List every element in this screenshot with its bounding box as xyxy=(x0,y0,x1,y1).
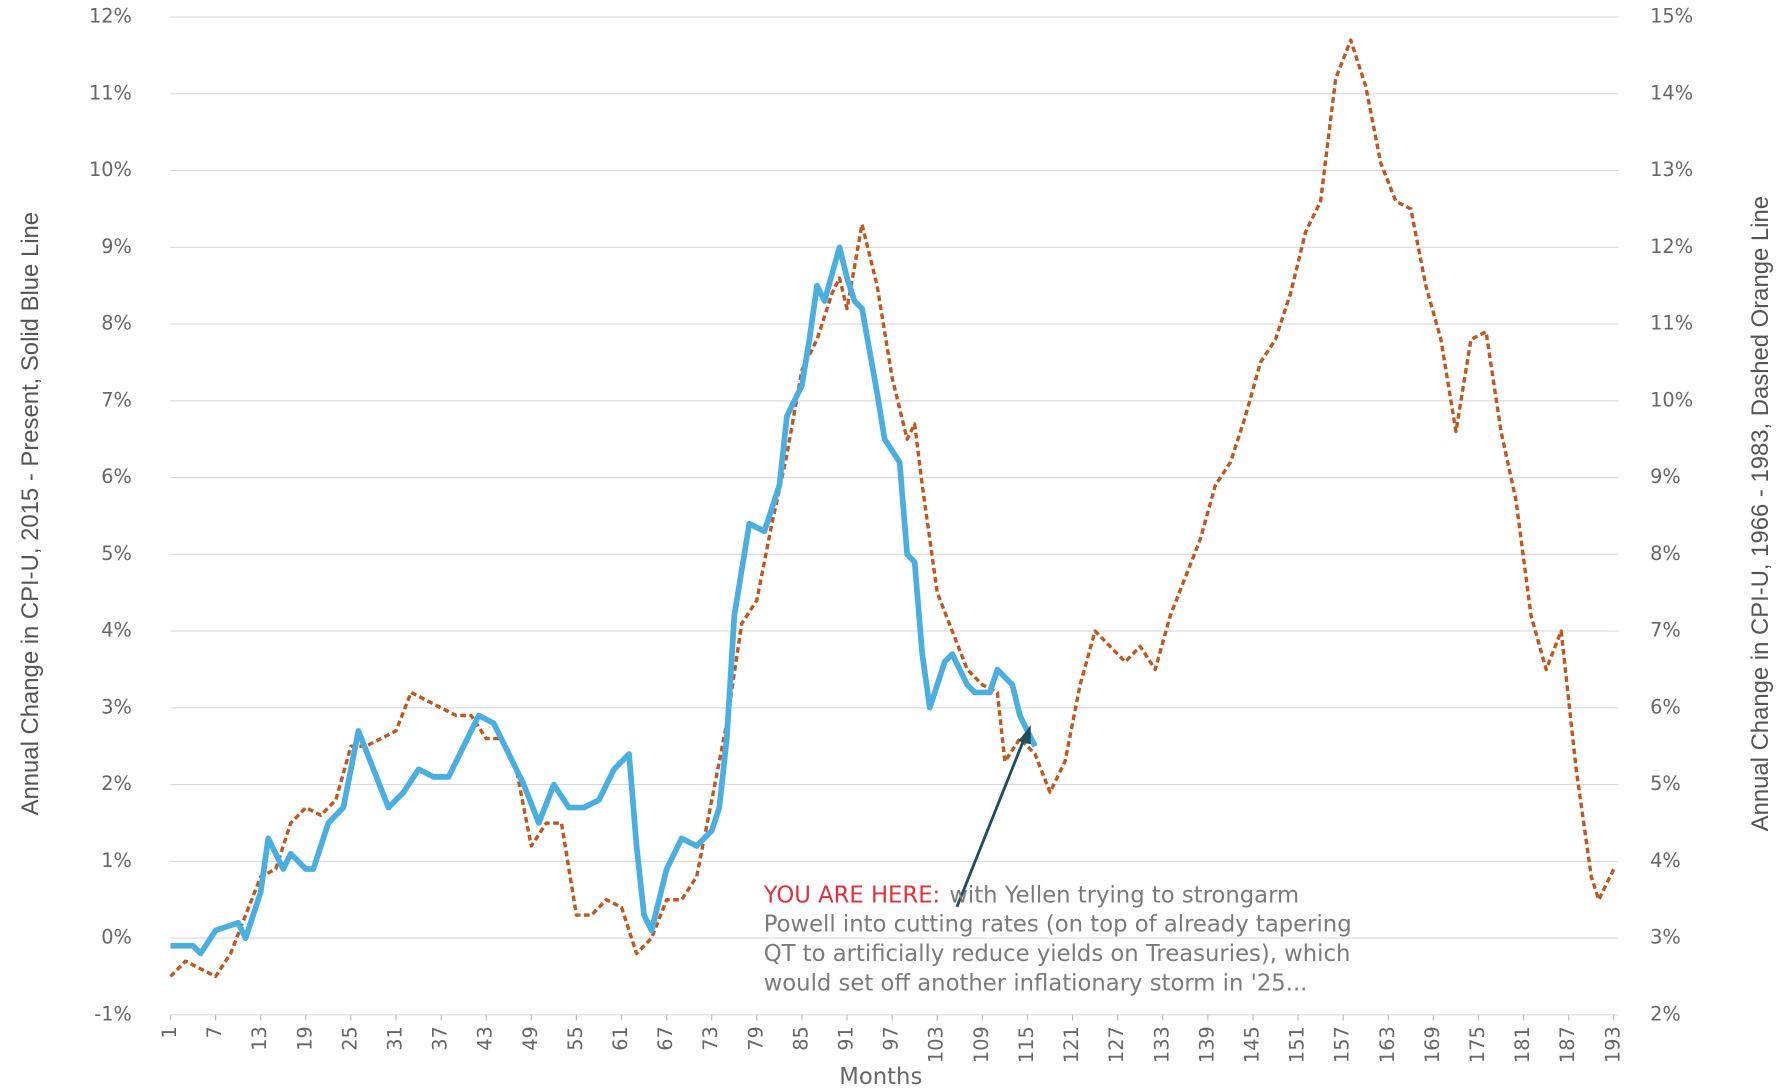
x-tick-label: 193 xyxy=(1601,1026,1624,1063)
y-tick-label: 11% xyxy=(89,81,132,104)
x-tick-label: 187 xyxy=(1556,1026,1579,1063)
x-tick-label: 91 xyxy=(835,1026,858,1051)
y2-tick-label: 2% xyxy=(1650,1002,1681,1025)
lines xyxy=(169,38,1616,979)
annotation-line: YOU ARE HERE: with Yellen trying to stron… xyxy=(763,882,1299,908)
y2-tick-label: 8% xyxy=(1650,542,1681,565)
y-tick-label: 10% xyxy=(89,158,132,181)
x-tick-label: 97 xyxy=(880,1026,903,1051)
y-tick-label: 8% xyxy=(101,312,132,335)
x-tick-label: 49 xyxy=(519,1026,542,1051)
x-tick-label: 115 xyxy=(1015,1026,1038,1063)
y2-tick-label: 3% xyxy=(1650,926,1681,949)
x-tick-label: 13 xyxy=(248,1026,271,1051)
y2-tick-label: 9% xyxy=(1650,465,1681,488)
annotation-arrow xyxy=(955,735,1027,908)
y2-tick-label: 15% xyxy=(1650,5,1693,28)
y-tick-label: 6% xyxy=(101,465,132,488)
x-tick-label: 25 xyxy=(338,1026,361,1051)
annotation-text: with Yellen trying to strongarm xyxy=(949,882,1299,908)
x-axis-title: Months xyxy=(839,1064,922,1090)
y-tick-label: -1% xyxy=(94,1002,132,1025)
x-tick-label: 181 xyxy=(1511,1026,1534,1063)
y2-tick-label: 12% xyxy=(1650,235,1693,258)
series-line xyxy=(170,244,1038,957)
x-tick-label: 103 xyxy=(925,1026,948,1063)
y2-tick-label: 4% xyxy=(1650,849,1681,872)
x-tick-label: 163 xyxy=(1376,1026,1399,1063)
y-tick-label: 7% xyxy=(101,388,132,411)
y-tick-label: 9% xyxy=(101,235,132,258)
y-tick-label: 0% xyxy=(101,926,132,949)
y2-tick-label: 6% xyxy=(1650,695,1681,718)
x-tick-label: 7 xyxy=(203,1026,226,1038)
x-tick-label: 43 xyxy=(474,1026,497,1051)
x-tick-label: 145 xyxy=(1240,1026,1263,1063)
x-tick-label: 1 xyxy=(158,1026,181,1038)
y-tick-label: 2% xyxy=(101,772,132,795)
y-tick-label: 12% xyxy=(89,5,132,28)
x-tick-label: 85 xyxy=(789,1026,812,1051)
y2-tick-label: 10% xyxy=(1650,388,1693,411)
x-tick-label: 79 xyxy=(744,1026,767,1051)
x-tick-label: 55 xyxy=(564,1026,587,1051)
y2-tick-label: 14% xyxy=(1650,81,1693,104)
series-line xyxy=(169,38,1616,979)
y2-tick-label: 13% xyxy=(1650,158,1693,181)
grid: -1% 0% 1% 2% 3% 4% 5% 6% 7% 8% 9% 10% 11% 12% 2% 3% 4% 5%… xyxy=(89,5,1693,1064)
x-tick-label: 31 xyxy=(384,1026,407,1051)
x-tick-label: 37 xyxy=(429,1026,452,1051)
x-tick-label: 61 xyxy=(609,1026,632,1051)
annotation-arrowhead xyxy=(1018,725,1031,745)
x-tick-label: 67 xyxy=(654,1026,677,1051)
y-axis-title: Annual Change in CPI-U, 2015 - Present, … xyxy=(17,212,44,815)
annotation-highlight: YOU ARE HERE: xyxy=(763,882,941,908)
x-tick-label: 151 xyxy=(1286,1026,1309,1063)
x-tick-label: 169 xyxy=(1421,1026,1444,1063)
x-tick-label: 157 xyxy=(1331,1026,1354,1063)
annotation-line: Powell into cutting rates (on top of alr… xyxy=(764,912,1352,938)
x-tick-label: 19 xyxy=(293,1026,316,1051)
y2-tick-label: 7% xyxy=(1650,619,1681,642)
y-tick-label: 3% xyxy=(101,695,132,718)
y2-axis-title: Annual Change in CPI-U, 1966 - 1983, Das… xyxy=(1747,196,1774,831)
x-tick-label: 175 xyxy=(1466,1026,1489,1063)
x-tick-label: 121 xyxy=(1060,1026,1083,1063)
x-tick-label: 133 xyxy=(1150,1026,1173,1063)
y2-tick-label: 5% xyxy=(1650,772,1681,795)
y-tick-label: 5% xyxy=(101,542,132,565)
x-tick-label: 73 xyxy=(699,1026,722,1051)
y2-tick-label: 11% xyxy=(1650,312,1693,335)
x-tick-label: 127 xyxy=(1105,1026,1128,1063)
y-tick-label: 4% xyxy=(101,619,132,642)
x-tick-label: 109 xyxy=(970,1026,993,1063)
x-tick-label: 139 xyxy=(1195,1026,1218,1063)
annotation-line: would set off another inflationary storm… xyxy=(764,971,1308,997)
y-tick-label: 1% xyxy=(101,849,132,872)
annotation-line: QT to artificially reduce yields on Trea… xyxy=(764,941,1351,967)
